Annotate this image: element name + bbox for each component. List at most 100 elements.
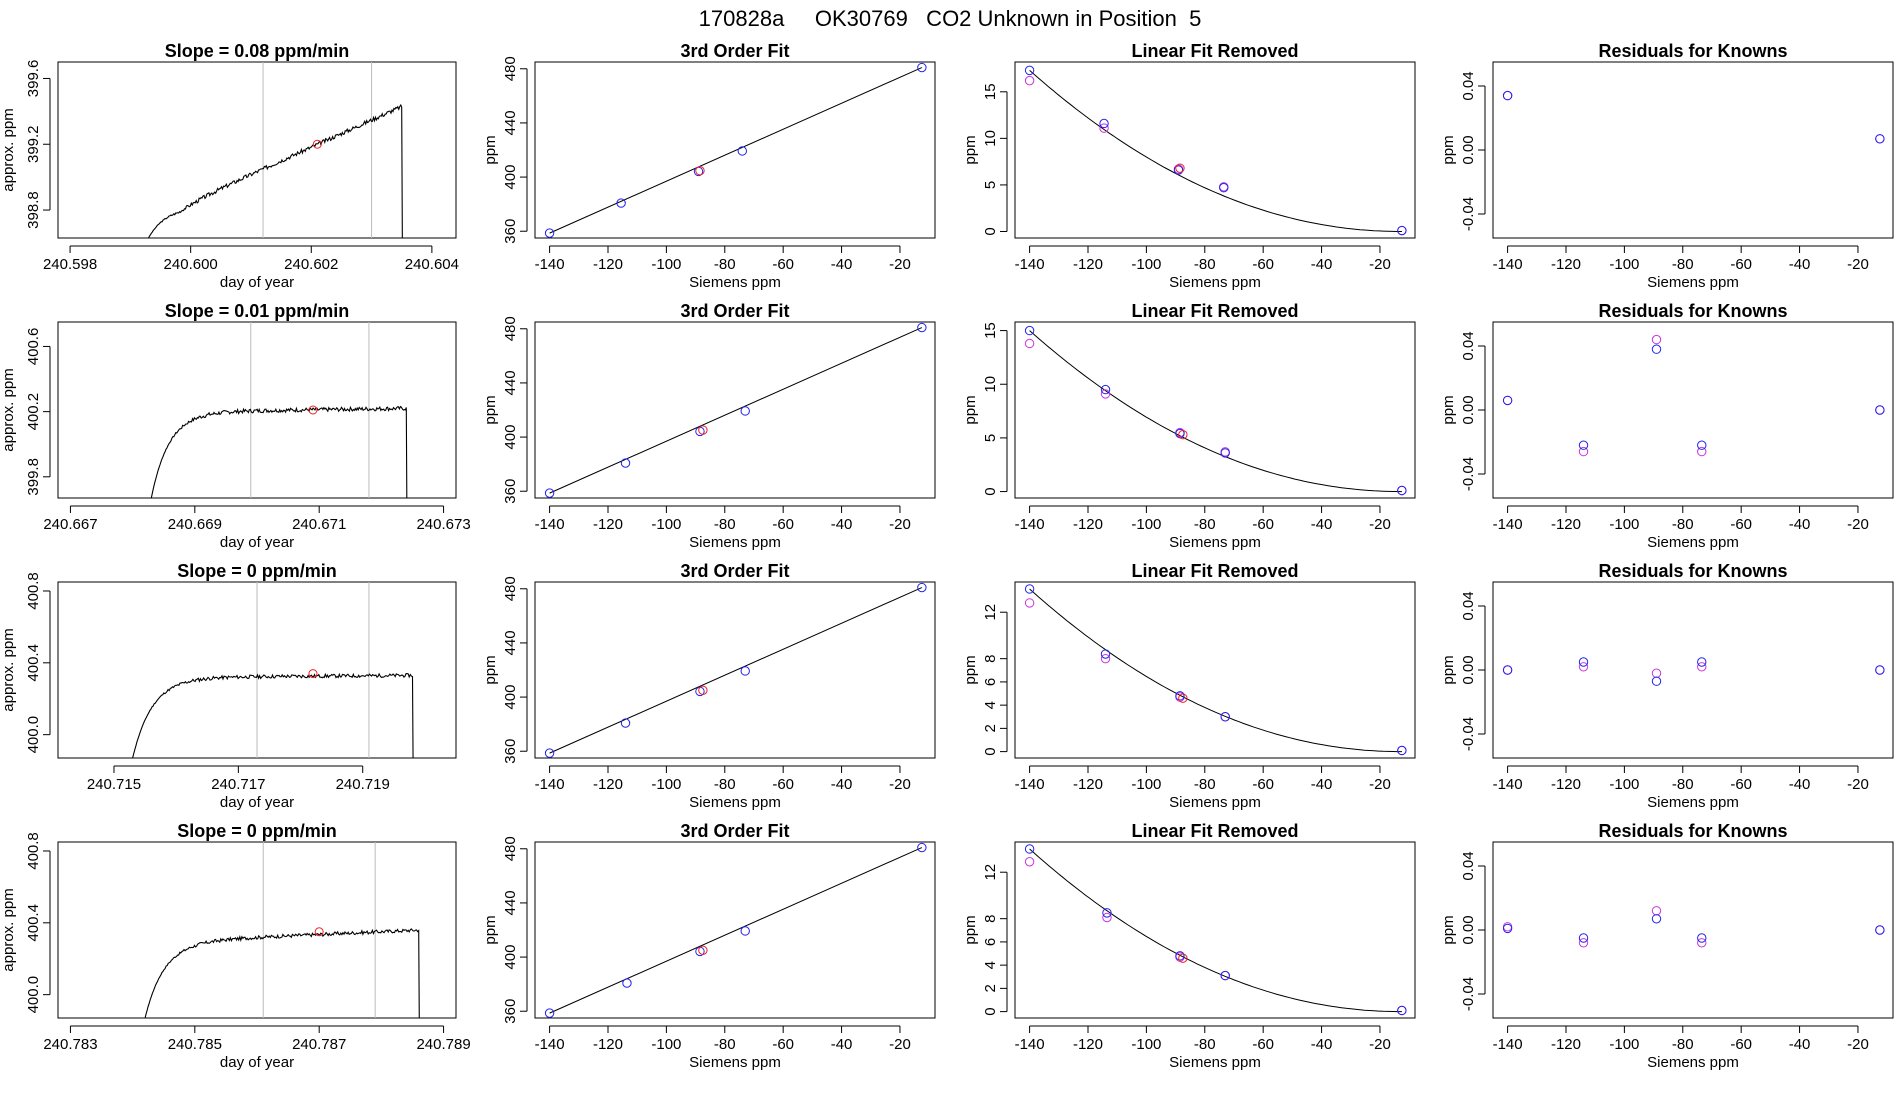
- plot-area: [544, 62, 927, 238]
- chart-panel: Linear Fit Removed -140 -120 -100 -80 -60 -40 -…: [962, 41, 1416, 291]
- known-point-magenta: [1697, 938, 1707, 948]
- plot-area: [544, 842, 927, 1018]
- y-tick-label: 0.04: [1460, 71, 1477, 100]
- x-axis-label: Siemens ppm: [1169, 794, 1261, 811]
- y-tick-label: 360: [502, 219, 519, 244]
- x-tick-label: -20: [889, 516, 911, 533]
- known-point-blue: [1024, 844, 1035, 854]
- y-axis-label: ppm: [482, 395, 499, 424]
- fit-line: [549, 327, 923, 494]
- y-axis-label: approx. ppm: [0, 108, 17, 191]
- y-tick-label: 0: [982, 747, 999, 755]
- unknown-point-red: [698, 425, 708, 435]
- x-tick-label: 240.787: [292, 1036, 346, 1053]
- y-axis-label: ppm: [962, 655, 979, 684]
- x-tick-label: -60: [1252, 516, 1274, 533]
- x-tick-label: -20: [1847, 256, 1869, 273]
- panel-title: Residuals for Knowns: [1598, 561, 1787, 581]
- x-tick-label: -20: [1369, 1036, 1391, 1053]
- panel-title: Slope = 0 ppm/min: [177, 561, 337, 581]
- x-tick-label: -20: [1847, 516, 1869, 533]
- x-tick-label: -100: [1131, 776, 1161, 793]
- x-tick-label: -140: [1015, 776, 1045, 793]
- y-tick-label: 399.8: [25, 458, 42, 496]
- x-axis-label: day of year: [220, 1054, 294, 1071]
- y-tick-label: 0.00: [1460, 395, 1477, 424]
- x-tick-label: -80: [1194, 1036, 1216, 1053]
- plot-area: [544, 582, 927, 758]
- y-axis-label: ppm: [1440, 655, 1457, 684]
- x-tick-label: -140: [1493, 776, 1523, 793]
- known-point-blue: [616, 198, 626, 208]
- fit-line: [549, 847, 923, 1014]
- known-point-blue: [1502, 923, 1513, 934]
- y-tick-label: 399.6: [25, 60, 42, 98]
- x-tick-label: -80: [1672, 516, 1694, 533]
- x-tick-label: -60: [772, 516, 794, 533]
- y-axis-label: ppm: [962, 915, 979, 944]
- unknown-point-red: [1178, 429, 1188, 440]
- y-axis-label: ppm: [482, 915, 499, 944]
- known-point-blue: [1175, 691, 1185, 701]
- x-axis-label: Siemens ppm: [1647, 1054, 1739, 1071]
- y-tick-label: 360: [502, 999, 519, 1024]
- chart-panel: Residuals for Knowns -140 -120 -100 -80 -60 -4…: [1440, 561, 1894, 811]
- panel-grid: Slope = 0.08 ppm/min 240.598 240.600 240.60…: [0, 41, 1894, 1071]
- plot-frame: [1014, 321, 1416, 499]
- chart-panel: 3rd Order Fit -140 -120 -100 -80 -60 -40 -20 Sie…: [482, 301, 936, 551]
- known-point-blue: [1502, 665, 1513, 675]
- concentration-trace: [150, 405, 408, 498]
- known-point-blue: [1175, 951, 1185, 961]
- x-tick-label: -100: [651, 776, 681, 793]
- plot-frame: [1014, 841, 1416, 1019]
- plot-area: [1502, 906, 1885, 948]
- plot-frame: [1014, 61, 1416, 239]
- plot-frame: [57, 61, 457, 239]
- mean-value-marker: [308, 405, 318, 415]
- x-tick-label: -140: [1015, 1036, 1045, 1053]
- y-tick-label: -0.04: [1460, 457, 1477, 491]
- x-tick-label: -140: [1015, 256, 1045, 273]
- x-tick-label: -140: [1493, 256, 1523, 273]
- x-tick-label: -120: [1551, 1036, 1581, 1053]
- x-tick-label: 240.719: [336, 776, 390, 793]
- y-tick-label: 8: [982, 915, 999, 923]
- y-tick-label: 400: [502, 945, 519, 970]
- panel-title: Residuals for Knowns: [1598, 41, 1787, 61]
- y-tick-label: 0.04: [1460, 851, 1477, 880]
- known-point-blue: [737, 146, 747, 156]
- known-point-blue: [1697, 657, 1707, 667]
- panel-title: Slope = 0 ppm/min: [177, 821, 337, 841]
- y-tick-label: 399.2: [25, 125, 42, 163]
- panel-title: Slope = 0.01 ppm/min: [165, 301, 350, 321]
- known-point-blue: [1102, 908, 1112, 918]
- y-tick-label: 2: [982, 984, 999, 992]
- x-tick-label: -40: [1311, 776, 1333, 793]
- chart-panel: Linear Fit Removed -140 -120 -100 -80 -60 -40 -…: [962, 821, 1416, 1071]
- x-axis-label: Siemens ppm: [689, 1054, 781, 1071]
- y-tick-label: 400.8: [25, 572, 42, 610]
- y-tick-label: 0.00: [1460, 915, 1477, 944]
- y-tick-label: 480: [502, 316, 519, 341]
- mean-value-marker: [314, 927, 324, 937]
- plot-frame: [534, 581, 936, 759]
- x-tick-label: -20: [1369, 776, 1391, 793]
- x-tick-label: -120: [593, 256, 623, 273]
- y-tick-label: 0.00: [1460, 135, 1477, 164]
- y-tick-label: -0.04: [1460, 977, 1477, 1011]
- x-tick-label: -40: [1789, 776, 1811, 793]
- y-tick-label: 15: [982, 322, 999, 339]
- x-tick-label: -40: [1311, 516, 1333, 533]
- known-point-blue: [1219, 183, 1229, 193]
- x-tick-label: -60: [1252, 1036, 1274, 1053]
- x-tick-label: -120: [1551, 516, 1581, 533]
- known-point-blue: [1397, 745, 1407, 756]
- x-tick-label: -40: [831, 1036, 853, 1053]
- known-point-blue: [740, 926, 750, 936]
- x-tick-label: 240.785: [168, 1036, 222, 1053]
- x-tick-label: -140: [1493, 516, 1523, 533]
- mean-value-marker: [312, 139, 322, 149]
- x-tick-label: -60: [772, 1036, 794, 1053]
- known-point-blue: [1220, 712, 1230, 722]
- x-tick-label: -80: [1194, 776, 1216, 793]
